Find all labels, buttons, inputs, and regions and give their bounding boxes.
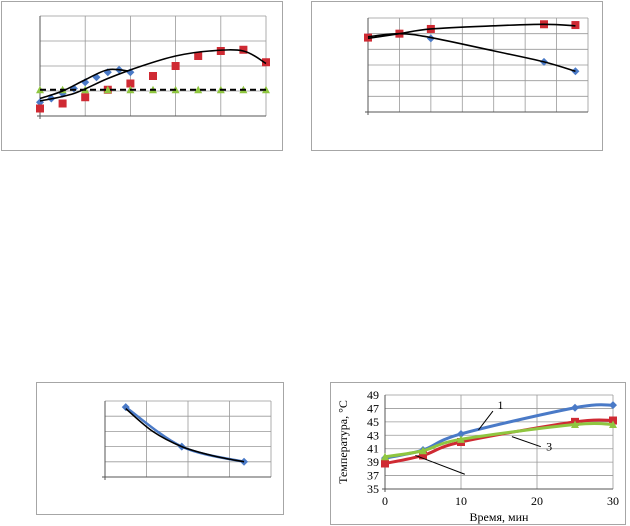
annotation-leader-3	[511, 436, 541, 448]
trend-line	[39, 68, 129, 100]
chart-panel-bottom-left	[36, 382, 284, 515]
y-tick-label: 49	[367, 388, 379, 402]
data-point-square	[194, 52, 203, 60]
data-point-square	[239, 45, 248, 54]
chart-bottom-left	[102, 400, 272, 480]
y-axis-label: Температура, °С	[336, 400, 350, 484]
data-point-diamond	[571, 67, 580, 76]
data-point-triangle	[381, 452, 389, 461]
data-point-triangle	[419, 446, 427, 455]
data-point-square	[126, 79, 135, 88]
chart-panel-top-right	[311, 1, 603, 151]
trend-line	[39, 49, 267, 102]
x-tick-label: 20	[531, 494, 543, 508]
series-line	[384, 421, 614, 459]
annotation-leader-2	[415, 454, 465, 475]
annotation-label-3: 3	[546, 440, 552, 454]
y-tick-label: 41	[367, 442, 379, 456]
data-point-square	[419, 451, 427, 460]
trend-line	[367, 23, 576, 40]
x-tick-label: 30	[607, 494, 619, 508]
y-tick-label: 35	[367, 482, 379, 496]
y-tick-label: 45	[367, 415, 379, 429]
data-point-square	[381, 459, 389, 468]
x-axis-label: Время, мин	[470, 510, 529, 524]
chart-panel-top-left	[1, 1, 283, 151]
annotation-label-1: 1	[497, 398, 503, 412]
chart-top-left	[36, 15, 270, 119]
data-point-square	[81, 93, 90, 102]
data-point-diamond	[121, 403, 130, 412]
chart-top-right	[364, 17, 589, 115]
data-point-triangle	[103, 85, 112, 94]
data-point-triangle	[457, 435, 465, 443]
data-point-diamond	[571, 403, 579, 412]
data-point-square	[609, 416, 617, 425]
data-point-square	[149, 72, 157, 80]
y-tick-label: 47	[367, 401, 379, 415]
data-point-square	[171, 62, 180, 70]
data-point-square	[262, 58, 270, 67]
y-tick-label: 37	[367, 469, 379, 483]
data-point-diamond	[609, 401, 617, 410]
y-tick-label: 43	[367, 428, 379, 442]
x-tick-label: 10	[455, 494, 467, 508]
x-tick-label: 0	[382, 494, 388, 508]
data-point-triangle	[609, 420, 617, 429]
data-point-triangle	[571, 420, 579, 429]
data-point-diamond	[457, 429, 465, 438]
annotation-leader-1	[478, 410, 494, 431]
series-line	[125, 406, 245, 464]
chart-panel-bottom-right: 35 37 39 41 43 45 47 49 0 10 20 30 Время, мин Темпера…	[330, 382, 626, 525]
data-point-square	[36, 104, 44, 113]
y-tick-label: 39	[367, 455, 379, 469]
data-point-triangle	[194, 85, 203, 94]
trend-line	[125, 407, 245, 463]
data-point-square	[58, 99, 67, 108]
